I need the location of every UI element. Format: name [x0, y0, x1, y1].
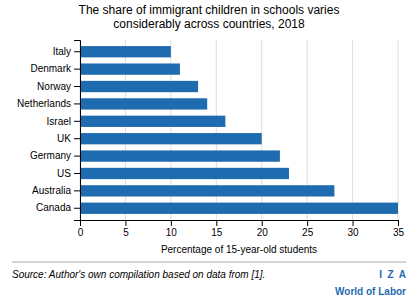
bar — [80, 133, 262, 144]
bar — [80, 81, 198, 92]
bar — [80, 185, 334, 196]
tick: UK — [57, 133, 80, 144]
plot: 0 5 10 15 20 25 30 35 Italy Denmark Norway Netherla… — [17, 40, 404, 238]
y-axis: Italy Denmark Norway Netherlands Israel UK Ger… — [17, 41, 80, 221]
tick: 20 — [257, 220, 269, 238]
tick: 35 — [393, 220, 405, 238]
bar — [80, 46, 171, 57]
brand-note: I Z A — [379, 269, 406, 280]
tick-label: US — [57, 168, 71, 179]
tick-label: Israel — [47, 116, 71, 127]
title: The share of immigrant children in schoo… — [79, 3, 340, 31]
tick-mark — [307, 220, 308, 226]
axis-line — [74, 41, 81, 221]
tick-mark — [74, 103, 80, 104]
tick-mark — [74, 208, 80, 209]
tick-label: 0 — [78, 227, 84, 238]
tick-label: Italy — [53, 46, 71, 57]
x-axis: 0 5 10 15 20 25 30 35 — [78, 220, 405, 238]
tick-mark — [74, 86, 80, 87]
bars — [80, 46, 398, 214]
tick-label: Denmark — [30, 63, 72, 74]
tick: Denmark — [30, 63, 80, 74]
tick-mark — [74, 173, 80, 174]
tick-mark — [216, 220, 217, 226]
chart: The share of immigrant children in schoo… — [0, 0, 418, 302]
axis-line — [81, 221, 399, 227]
tick: US — [57, 168, 80, 179]
bar — [80, 98, 207, 109]
tick-label: Australia — [32, 185, 71, 196]
bar — [80, 203, 398, 214]
tick-mark — [398, 220, 399, 226]
tick: 30 — [348, 220, 360, 238]
tick-label: Germany — [30, 150, 71, 161]
tick: 5 — [123, 220, 129, 238]
grid-line — [398, 40, 399, 220]
tick-label: 30 — [348, 227, 360, 238]
tick: Israel — [47, 116, 80, 127]
tick-label: UK — [57, 133, 71, 144]
tick-label: 35 — [393, 227, 405, 238]
tick: 15 — [211, 220, 223, 238]
bar — [80, 150, 280, 161]
tick-mark — [125, 220, 126, 226]
grid-line — [352, 40, 353, 220]
separator — [12, 262, 406, 263]
tick-mark — [74, 69, 80, 70]
tick-mark — [74, 138, 80, 139]
bar — [80, 116, 225, 127]
tick: 10 — [166, 220, 178, 238]
tick: 25 — [302, 220, 314, 238]
tick-label: 5 — [123, 227, 129, 238]
tick-label: Canada — [36, 202, 71, 213]
tick-mark — [74, 51, 80, 52]
tick: Norway — [37, 81, 80, 92]
title-line: considerably across countries, 2018 — [113, 17, 305, 31]
tick-label: 10 — [166, 227, 178, 238]
tick: Germany — [30, 150, 80, 161]
brand-note: World of Labor — [335, 286, 406, 297]
grid — [80, 40, 398, 220]
tick: Canada — [36, 202, 80, 213]
tick-label: 15 — [211, 227, 223, 238]
tick-mark — [353, 220, 354, 226]
tick-label: Netherlands — [17, 98, 71, 109]
tick: Netherlands — [17, 98, 80, 109]
title-line: The share of immigrant children in schoo… — [79, 3, 340, 17]
tick-mark — [74, 190, 80, 191]
tick: Australia — [32, 185, 80, 196]
tick-label: Norway — [37, 81, 71, 92]
bar — [80, 168, 289, 179]
x-axis-label: Percentage of 15-year-old students — [161, 244, 317, 255]
tick-mark — [171, 220, 172, 226]
tick-mark — [74, 156, 80, 157]
bar — [80, 63, 180, 74]
tick-label: 25 — [302, 227, 314, 238]
tick-mark — [262, 220, 263, 226]
tick: 0 — [78, 220, 84, 238]
source-note: Source: Author's own compilation based o… — [12, 269, 265, 280]
tick-mark — [74, 121, 80, 122]
tick: Italy — [53, 46, 80, 57]
tick-label: 20 — [257, 227, 269, 238]
